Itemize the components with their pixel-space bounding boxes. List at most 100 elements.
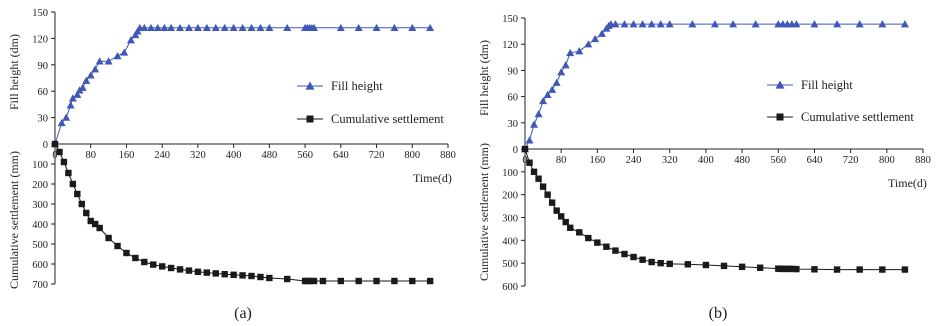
cumulative-settlement-point	[306, 277, 313, 285]
fill-height-point	[193, 23, 202, 32]
fill-height-point	[120, 48, 129, 56]
x-tick-label: 320	[662, 155, 678, 166]
panel-a-label: (a)	[234, 305, 252, 322]
panel-b-upper-ylabel: Fill height (dm)	[477, 40, 491, 116]
cumulative-settlement-point	[158, 263, 166, 270]
x-tick-label: 880	[915, 155, 931, 166]
cumulative-settlement-point	[83, 209, 90, 217]
fill-height-point	[543, 90, 552, 99]
cumulative-settlement-point	[788, 265, 796, 273]
fill-height-point	[390, 23, 399, 32]
fill-height-point	[566, 48, 575, 57]
fill-height-point	[153, 23, 162, 32]
fill-height-point	[688, 20, 697, 28]
legend-fill-height-marker	[305, 81, 315, 90]
fill-height-point	[184, 23, 193, 32]
cumulative-settlement-point	[69, 180, 77, 188]
cumulative-settlement-point	[150, 261, 157, 268]
legend-settlement-label: Cumulative settlement	[331, 112, 444, 126]
cumulative-settlement-point	[60, 158, 68, 166]
fill-height-point	[82, 76, 91, 84]
fill-height-point	[900, 20, 909, 28]
fill-height-point	[584, 40, 593, 48]
cumulative-settlement-point	[123, 249, 130, 257]
cumulative-settlement-point	[310, 277, 318, 285]
legend-settlement-marker	[306, 115, 314, 123]
fill-height-point	[525, 136, 534, 144]
upper-y-tick-label: 120	[32, 34, 48, 45]
lower-y-tick-label: 300	[32, 200, 48, 211]
fill-height-point	[310, 23, 319, 32]
upper-y-tick-label: 150	[32, 8, 48, 19]
legend-settlement-marker	[776, 113, 784, 121]
cumulative-settlement-point	[239, 272, 246, 279]
fill-height-point	[57, 118, 66, 127]
lower-y-tick-label: 700	[32, 280, 48, 291]
fill-height-point	[66, 101, 75, 109]
cumulative-settlement-point	[738, 263, 746, 271]
upper-y-tick-label: 150	[502, 14, 518, 25]
x-tick-label: 560	[770, 155, 786, 166]
legend-fill-height-label: Fill height	[331, 79, 383, 93]
cumulative-settlement-point	[56, 148, 63, 156]
x-tick-label: 0	[522, 155, 527, 166]
upper-y-tick-label: 90	[508, 66, 519, 77]
fill-height-point	[176, 23, 185, 32]
fill-height-point	[372, 23, 381, 32]
fill-height-point	[552, 78, 561, 86]
cumulative-settlement-point	[426, 277, 434, 285]
fill-height-point	[354, 23, 363, 32]
upper-y-tick-label: 120	[502, 40, 518, 51]
legend-fill-height-label: Fill height	[801, 78, 853, 92]
lower-y-tick-label: 500	[32, 240, 48, 251]
lower-y-tick-label: 200	[502, 191, 518, 202]
fill-height-point	[247, 23, 256, 32]
fill-height-point	[167, 23, 176, 32]
x-tick-label: 800	[404, 150, 420, 161]
fill-height-point	[91, 65, 100, 73]
fill-height-point	[408, 23, 417, 32]
cumulative-settlement-point	[176, 266, 184, 273]
fill-height-point	[611, 20, 620, 28]
panel-a: Fill height (dm) Cumulative settlement (…	[7, 8, 456, 322]
cumulative-settlement-point	[621, 250, 628, 258]
cumulative-settlement-point	[756, 264, 764, 271]
x-tick-label: 0	[52, 150, 57, 161]
lower-y-tick-label: 100	[32, 160, 48, 171]
cumulative-settlement-point	[856, 266, 863, 273]
cumulative-settlement-point	[185, 267, 193, 274]
panel-b-lower-ylabel: Cumulative settlement (mm)	[477, 143, 491, 281]
x-tick-label: 560	[297, 150, 313, 161]
fill-height-point	[575, 47, 584, 55]
cumulative-settlement-point	[230, 271, 237, 278]
cumulative-settlement-point	[684, 261, 692, 268]
x-tick-label: 720	[369, 150, 385, 161]
fill-height-point	[283, 23, 292, 32]
fill-height-point	[597, 29, 606, 37]
fill-height-point	[220, 23, 229, 32]
cumulative-settlement-point	[114, 242, 121, 250]
cumulative-settlement-point	[65, 169, 72, 177]
x-tick-label: 480	[734, 155, 750, 166]
cumulative-settlement-point	[535, 175, 542, 182]
cumulative-settlement-point	[793, 265, 800, 273]
cumulative-settlement-point	[548, 199, 556, 206]
cumulative-settlement-point	[544, 191, 551, 198]
cumulative-settlement-point	[284, 275, 291, 283]
lower-y-tick-label: 200	[32, 180, 48, 191]
cumulative-settlement-point	[319, 277, 327, 285]
cumulative-settlement-point	[409, 277, 416, 285]
fill-height-point	[530, 120, 539, 128]
fill-height-point	[229, 23, 238, 32]
cumulative-settlement-point	[639, 256, 646, 263]
fill-height-point	[647, 20, 656, 28]
fill-height-point	[68, 94, 77, 102]
upper-y-tick-label: 0	[513, 145, 518, 156]
cumulative-settlement-point	[562, 218, 569, 226]
cumulative-settlement-point	[612, 247, 619, 254]
legend-settlement-label: Cumulative settlement	[801, 110, 914, 124]
cumulative-settlement-point	[51, 140, 59, 148]
cumulative-settlement-point	[337, 277, 345, 285]
cumulative-settlement-point	[248, 272, 255, 280]
cumulative-settlement-point	[648, 258, 655, 266]
